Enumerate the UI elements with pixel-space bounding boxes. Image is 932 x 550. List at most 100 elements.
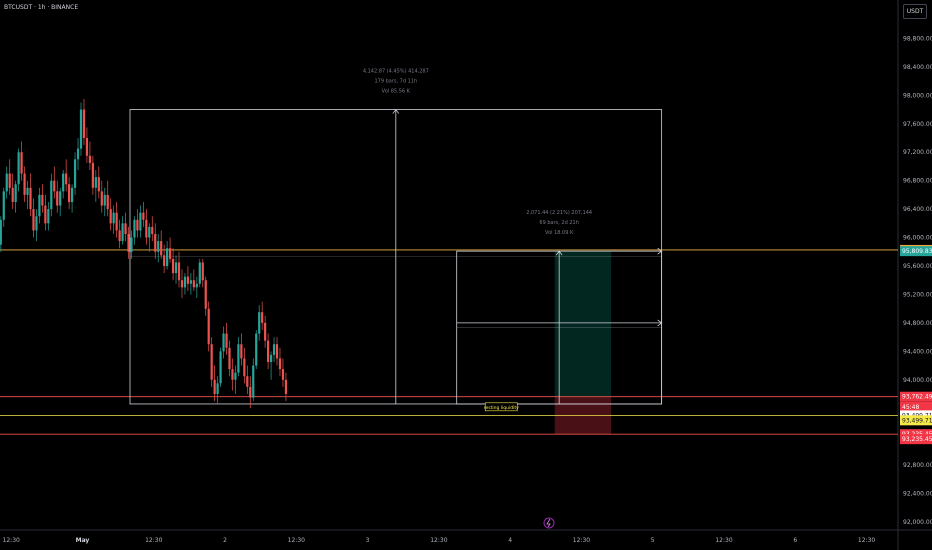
candle-body [192,280,195,288]
measure-arrowhead-1 [392,108,400,114]
annotation-text: resting liquidity [484,405,519,411]
price-badge [900,246,932,257]
candle-body [207,308,210,345]
candle-body [216,383,219,394]
measure-label-1: Vol 85.56 K [382,89,411,95]
candle-body [47,209,50,224]
candle-body [231,369,234,380]
symbol-title[interactable]: BTCUSDT · 1h · BINANCE [4,4,79,11]
candle-body [163,255,166,266]
candle-body [124,223,127,234]
x-tick-label: 12:30 [288,537,305,544]
x-tick-label: 12:30 [573,537,590,544]
candle-body [195,283,198,288]
candle-body [130,237,133,252]
candle-body [23,173,26,195]
candle-body [183,276,187,288]
x-tick-label: 12:30 [145,537,162,544]
candle-body [234,372,237,380]
y-tick-label: 97,600.00 [903,121,932,128]
candle-body [160,241,163,256]
candle-body [17,152,20,185]
price-badge-label: 93,762.49 [902,394,932,401]
y-tick-label: 96,400.00 [903,206,932,213]
candle-body [261,312,264,323]
candle-body [201,262,204,281]
candle-body [258,312,261,334]
candle-body [255,333,258,366]
candle-body [5,173,8,192]
measure-label-1: 179 bars, 7d 11h [374,79,417,85]
price-badge [900,415,932,426]
candle-body [252,365,255,398]
y-tick-label: 94,000.00 [903,377,932,384]
y-tick-label: 98,800.00 [903,35,932,42]
x-tick-label: 12:30 [430,537,447,544]
candle-body [246,376,249,387]
x-tick-label: 6 [793,537,797,544]
y-tick-label: 92,400.00 [903,491,932,498]
candle-body [65,173,68,185]
candle-body [26,187,29,195]
candle-body [275,344,279,359]
candle-body [174,262,178,274]
candle-body [213,379,216,394]
candle-body [62,173,65,192]
candle-body [35,216,38,231]
candle-body [8,173,11,188]
candle-body [76,148,80,160]
candle-body [56,191,59,206]
candle-body [97,177,100,192]
candle-body [177,262,181,281]
ref-line-arrowhead [657,319,663,327]
x-tick-label: 2 [223,537,227,544]
candle-body [109,209,112,224]
x-tick-label: 12:30 [715,537,732,544]
y-tick-label: 95,600.00 [903,263,932,270]
candle-body [100,191,103,206]
price-badge [900,434,932,445]
currency-button[interactable]: USDT [903,4,927,19]
candle-body [59,191,62,206]
candle-body [53,180,56,192]
candle-body [154,234,157,252]
candle-body [103,194,106,206]
candle-body [269,354,273,362]
candle-body [11,187,14,202]
candle-body [148,226,151,238]
measure-label-2: 2,071.44 (2.21%) 207,144 [526,210,592,216]
price-badge [900,401,932,412]
candle-body [281,369,285,380]
measure-top-arrowhead [657,247,663,255]
candle-body [264,322,267,341]
position-target-zone [554,251,612,397]
candle-body [29,187,32,210]
measure-label-1: 4,142.87 (4.45%) 414,287 [363,69,429,75]
candle-body [225,333,228,348]
candle-body [151,226,154,234]
candle-body [20,152,23,174]
y-tick-label: 95,200.00 [903,291,932,298]
y-tick-label: 96,000.00 [903,235,932,242]
candle-body [91,162,94,188]
candle-body [139,212,142,231]
candle-body [127,234,130,252]
x-tick-label: 3 [366,537,370,544]
y-tick-label: 94,400.00 [903,348,932,355]
x-tick-label: 12:30 [858,537,875,544]
annotation-box [484,402,518,412]
candle-body [0,219,2,245]
candle-body [157,241,160,252]
x-tick-label: 12:30 [3,537,20,544]
candle-body [121,223,124,242]
y-tick-label: 98,400.00 [903,64,932,71]
candle-body [189,280,192,284]
measure-label-2: Vol 18.09 K [545,230,574,236]
y-tick-label: 92,800.00 [903,462,932,469]
candle-body [267,340,270,362]
candle-body [272,344,276,355]
candle-body [94,177,97,188]
candle-body [68,184,71,202]
candle-body [145,219,148,238]
